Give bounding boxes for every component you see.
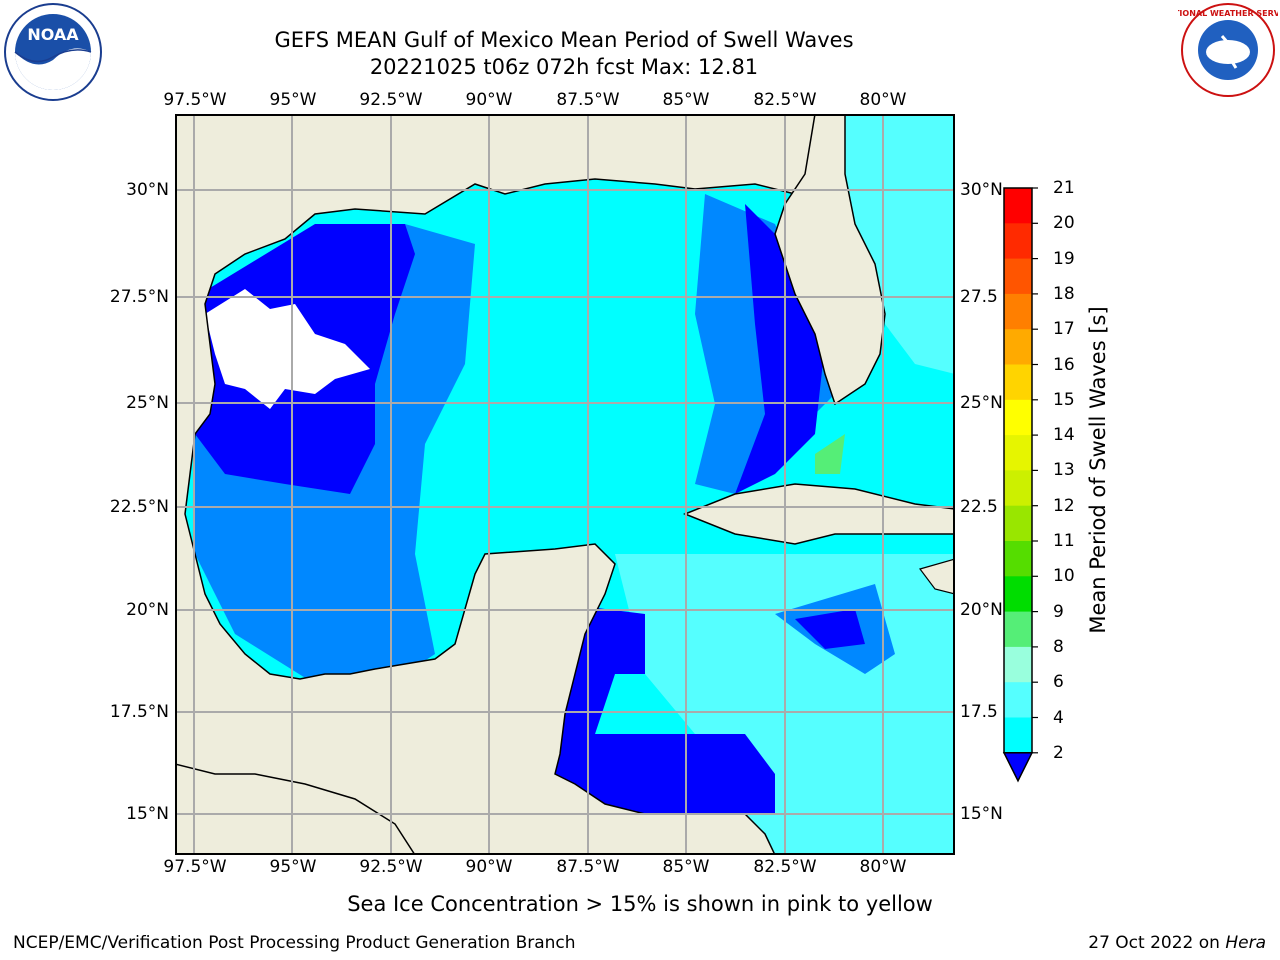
svg-text:NATIONAL WEATHER SERVICE: NATIONAL WEATHER SERVICE	[1178, 9, 1278, 18]
footer-host: Hera	[1225, 933, 1266, 953]
footer-date: 27 Oct 2022 on Hera	[1088, 933, 1266, 953]
map-panel	[175, 114, 955, 855]
chart-subtitle: 20221025 t06z 072h fcst Max: 12.81	[369, 55, 759, 79]
colorbar-band	[1004, 364, 1032, 401]
colorbar-band	[1004, 329, 1032, 365]
colorbar-band	[1004, 505, 1032, 542]
colorbar-tick-label: 11	[1053, 531, 1075, 551]
lon-label-bottom: 97.5°W	[163, 857, 227, 877]
lon-label-top: 85°W	[662, 90, 710, 110]
land-hispaniola	[918, 558, 955, 595]
lon-label-bottom: 90°W	[465, 857, 513, 877]
lat-label-right: 17.5	[960, 702, 998, 722]
colorbar	[1002, 187, 1038, 783]
lat-label-right: 27.5	[960, 287, 998, 307]
lat-label-left: 15°N	[126, 804, 169, 824]
lon-label-top: 97.5°W	[163, 90, 227, 110]
colorbar-band	[1004, 541, 1032, 577]
yucatan-low-swell	[555, 604, 775, 814]
lat-label-left: 17.5°N	[109, 702, 169, 722]
colorbar-band	[1004, 611, 1032, 648]
colorbar-extend-triangle	[1002, 752, 1034, 783]
lon-label-bottom: 92.5°W	[359, 857, 423, 877]
lat-label-left: 27.5°N	[109, 287, 169, 307]
nws-logo: NATIONAL WEATHER SERVICE	[1178, 3, 1278, 97]
graticule	[175, 114, 955, 855]
lon-label-top: 95°W	[269, 90, 317, 110]
colorbar-tick-label: 6	[1053, 672, 1064, 693]
colorbar-band	[1004, 470, 1032, 507]
lat-label-left: 25°N	[126, 393, 169, 413]
colorbar-band	[1004, 682, 1032, 718]
lon-label-top: 90°W	[465, 90, 513, 110]
colorbar-tick-label: 8	[1053, 636, 1064, 657]
colorbar-band	[1004, 293, 1032, 330]
colorbar-tick-label: 20	[1053, 213, 1075, 234]
lat-label-right: 15°N	[960, 804, 1003, 824]
colorbar-tick-label: 9	[1053, 601, 1064, 622]
lon-label-top: 80°W	[859, 90, 907, 110]
noaa-logo-text: NOAA	[27, 25, 79, 44]
lat-label-right: 30°N	[960, 180, 1003, 200]
sea-ice-note: Sea Ice Concentration > 15% is shown in …	[0, 892, 1280, 916]
no-data-western-gulf	[205, 289, 370, 409]
colorbar-tick-label: 15	[1053, 389, 1075, 410]
lon-label-bottom: 87.5°W	[556, 857, 620, 877]
colorbar-band	[1004, 576, 1032, 613]
lon-label-top: 82.5°W	[753, 90, 817, 110]
bahamas-swell-patch	[815, 434, 845, 474]
colorbar-band	[1004, 646, 1032, 683]
colorbar-band	[1004, 223, 1032, 260]
caribbean-low-swell-core	[795, 609, 865, 649]
colorbar-tick-label: 16	[1053, 354, 1075, 375]
chart-title: GEFS MEAN Gulf of Mexico Mean Period of …	[274, 28, 854, 52]
lon-label-top: 87.5°W	[556, 90, 620, 110]
lat-label-left: 20°N	[126, 600, 169, 620]
lon-label-bottom: 95°W	[269, 857, 317, 877]
land-north-america	[175, 114, 836, 855]
colorbar-tick-label: 13	[1053, 460, 1075, 481]
colorbar-label: Mean Period of Swell Waves [s]	[1086, 306, 1110, 634]
colorbar-tick-label: 21	[1053, 178, 1075, 198]
lat-label-right: 22.5	[960, 497, 998, 517]
lat-label-left: 30°N	[126, 180, 169, 200]
sea-ice-note-text: Sea Ice Concentration > 15% is shown in …	[347, 892, 933, 916]
lon-label-bottom: 82.5°W	[753, 857, 817, 877]
colorbar-tick-label: 17	[1053, 319, 1075, 340]
footer-credit: NCEP/EMC/Verification Post Processing Pr…	[13, 933, 576, 953]
colorbar-tick-label: 19	[1053, 248, 1075, 269]
colorbar-band	[1004, 435, 1032, 471]
colorbar-tick-label: 12	[1053, 495, 1075, 516]
lat-label-right: 20°N	[960, 600, 1003, 620]
lon-label-bottom: 85°W	[662, 857, 710, 877]
lat-label-left: 22.5°N	[109, 497, 169, 517]
footer-date-text: 27 Oct 2022 on	[1088, 933, 1226, 953]
lon-label-bottom: 80°W	[859, 857, 907, 877]
colorbar-tick-label: 2	[1053, 742, 1064, 763]
colorbar-band	[1004, 717, 1032, 754]
eastern-gulf-low-swell	[735, 204, 825, 494]
colorbar-tick-label: 18	[1053, 283, 1075, 304]
colorbar-band	[1004, 258, 1032, 295]
colorbar-band	[1004, 188, 1032, 224]
colorbar-tick-label: 14	[1053, 425, 1075, 446]
colorbar-band	[1004, 399, 1032, 436]
lon-label-top: 92.5°W	[359, 90, 423, 110]
lat-label-right: 25°N	[960, 393, 1003, 413]
map-frame	[175, 114, 955, 855]
colorbar-tick-label: 10	[1053, 566, 1075, 587]
noaa-logo: NOAA	[4, 3, 102, 101]
colorbar-tick-label: 4	[1053, 707, 1064, 728]
atlantic-swell-region	[835, 114, 955, 374]
